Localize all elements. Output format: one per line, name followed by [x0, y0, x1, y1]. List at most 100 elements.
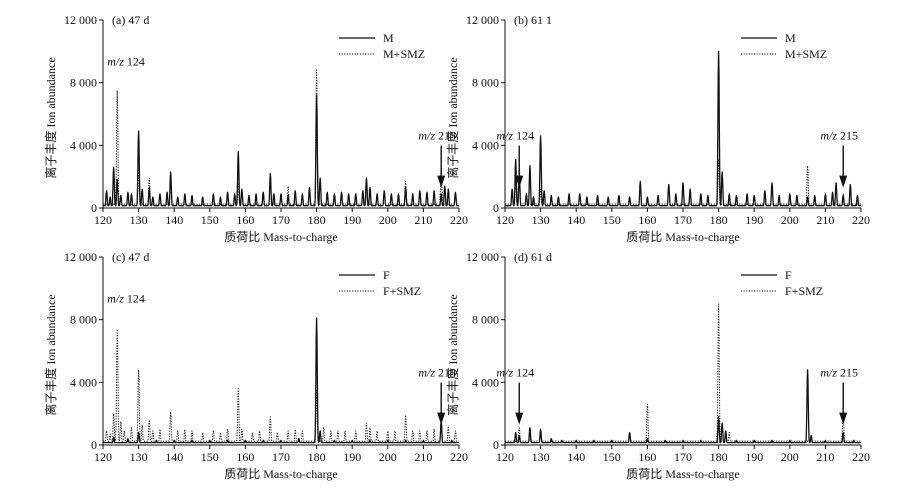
series-line-f-smz — [102, 328, 460, 442]
series-line-f — [504, 369, 862, 444]
y-tick-label: 12 000 — [64, 250, 97, 264]
y-tick-label: 8 000 — [70, 313, 97, 327]
series-line-m-smz — [102, 69, 460, 205]
x-tick-label: 140 — [567, 450, 585, 464]
x-tick-label: 130 — [130, 450, 148, 464]
series-line-m — [504, 50, 862, 207]
y-tick-label: 4 000 — [70, 138, 97, 152]
y-axis-title: 离子丰度 Ion abundance — [445, 57, 460, 178]
x-tick-label: 150 — [201, 213, 219, 227]
x-tick-label: 210 — [414, 213, 432, 227]
annotation-arrow-head — [515, 175, 524, 188]
x-tick-label: 180 — [710, 213, 728, 227]
x-tick-label: 160 — [638, 450, 656, 464]
x-tick-label: 130 — [130, 213, 148, 227]
x-tick-label: 120 — [496, 213, 514, 227]
series-line-m-smz — [504, 158, 862, 205]
x-tick-label: 180 — [710, 450, 728, 464]
x-tick-label: 220 — [450, 213, 468, 227]
x-tick-label: 170 — [674, 213, 692, 227]
x-tick-label: 200 — [781, 450, 799, 464]
x-tick-label: 150 — [603, 213, 621, 227]
x-tick-label: 200 — [379, 450, 397, 464]
y-tick-label: 0 — [91, 201, 97, 215]
y-tick-label: 0 — [493, 201, 499, 215]
x-tick-label: 180 — [308, 213, 326, 227]
x-tick-label: 140 — [567, 213, 585, 227]
x-tick-label: 120 — [496, 450, 514, 464]
chart-panel-3: 120 130 140 150 160 170 180 190 200 210 220 0 4 000 8… — [43, 250, 468, 481]
legend-label: F+SMZ — [785, 284, 823, 298]
series-line-m — [102, 94, 460, 207]
legend-label: M+SMZ — [785, 47, 827, 61]
x-tick-label: 190 — [745, 450, 763, 464]
panel-label: (a) 47 d — [112, 13, 149, 27]
y-tick-label: 12 000 — [64, 13, 97, 27]
annotation-label: m/z 124 — [496, 366, 534, 380]
annotation-arrow-head — [839, 175, 848, 188]
panel-label: (b) 61 1 — [514, 13, 552, 27]
x-tick-label: 140 — [165, 450, 183, 464]
x-tick-label: 150 — [201, 450, 219, 464]
x-tick-label: 210 — [414, 450, 432, 464]
x-tick-label: 180 — [308, 450, 326, 464]
annotation-label: m/z 215 — [820, 129, 858, 143]
annotation-arrow-head — [437, 412, 446, 425]
x-tick-label: 130 — [532, 213, 550, 227]
y-axis-title: 离子丰度 Ion abundance — [43, 294, 58, 415]
legend-label: F — [785, 268, 792, 282]
x-tick-label: 130 — [532, 450, 550, 464]
x-axis-title: 质荷比 Mass-to-charge — [626, 230, 739, 244]
annotation-arrow-head — [839, 412, 848, 425]
annotation-label: m/z 124 — [107, 54, 145, 68]
x-tick-label: 120 — [94, 450, 112, 464]
x-tick-label: 220 — [852, 213, 870, 227]
x-tick-label: 210 — [816, 213, 834, 227]
x-tick-label: 200 — [781, 213, 799, 227]
x-tick-label: 120 — [94, 213, 112, 227]
panel-label: (c) 47 d — [112, 250, 149, 264]
x-axis-title: 质荷比 Mass-to-charge — [626, 467, 739, 481]
chart-panel-1: 120 130 140 150 160 170 180 190 200 210 220 0 4 000 8… — [43, 13, 468, 244]
legend-label: M+SMZ — [383, 47, 425, 61]
x-tick-label: 210 — [816, 450, 834, 464]
legend-label: M — [383, 31, 394, 45]
annotation-label: m/z 124 — [496, 129, 534, 143]
x-tick-label: 190 — [745, 213, 763, 227]
annotation-arrow-head — [437, 175, 446, 188]
x-tick-label: 160 — [236, 450, 254, 464]
panel-label: (d) 61 d — [514, 250, 552, 264]
y-tick-label: 4 000 — [472, 375, 499, 389]
x-tick-label: 150 — [603, 450, 621, 464]
y-tick-label: 12 000 — [466, 250, 499, 264]
x-tick-label: 170 — [272, 213, 290, 227]
y-tick-label: 0 — [493, 438, 499, 452]
y-tick-label: 8 000 — [472, 313, 499, 327]
chart-panel-4: 120 130 140 150 160 170 180 190 200 210 220 0 4 000 8… — [445, 250, 870, 481]
y-axis-title: 离子丰度 Ion abundance — [43, 57, 58, 178]
y-tick-label: 4 000 — [70, 375, 97, 389]
y-axis-title: 离子丰度 Ion abundance — [445, 294, 460, 415]
x-tick-label: 170 — [674, 450, 692, 464]
x-tick-label: 170 — [272, 450, 290, 464]
y-tick-label: 0 — [91, 438, 97, 452]
x-tick-label: 200 — [379, 213, 397, 227]
y-tick-label: 8 000 — [472, 76, 499, 90]
legend-label: M — [785, 31, 796, 45]
x-tick-label: 160 — [236, 213, 254, 227]
x-tick-label: 190 — [343, 213, 361, 227]
x-axis-title: 质荷比 Mass-to-charge — [224, 467, 337, 481]
x-axis-title: 质荷比 Mass-to-charge — [224, 230, 337, 244]
y-tick-label: 12 000 — [466, 13, 499, 27]
chart-panel-2: 120 130 140 150 160 170 180 190 200 210 220 0 4 000 8… — [445, 13, 870, 244]
annotation-arrow-head — [515, 412, 524, 425]
legend-label: F+SMZ — [383, 284, 421, 298]
x-tick-label: 190 — [343, 450, 361, 464]
y-tick-label: 8 000 — [70, 76, 97, 90]
series-line-f — [102, 317, 460, 444]
legend-label: F — [383, 268, 390, 282]
x-tick-label: 160 — [638, 213, 656, 227]
annotation-label: m/z 215 — [418, 129, 456, 143]
